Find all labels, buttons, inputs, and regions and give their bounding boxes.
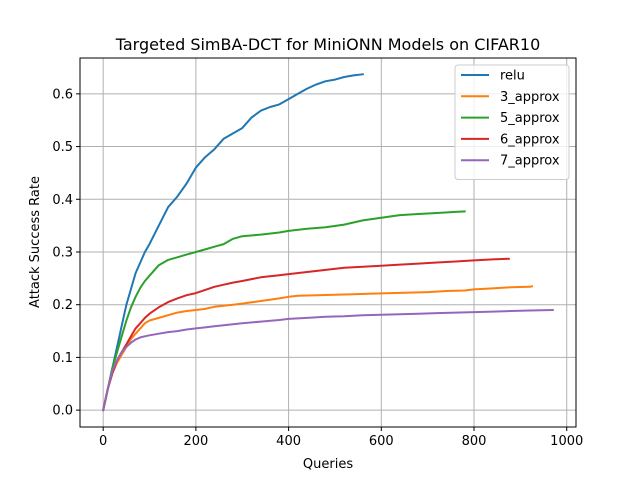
x-tick-label: 200 <box>183 434 208 449</box>
y-tick-label: 0.3 <box>52 245 73 260</box>
axis-ticks: 0 200 400 600 800 1000 0.0 0.1 0.2 0.3 0.4 0.5 0.6 <box>52 87 583 449</box>
x-tick-label: 0 <box>99 434 107 449</box>
y-axis-label: Attack Success Rate <box>28 176 43 308</box>
legend-label: 6_approx <box>500 132 560 147</box>
y-tick-label: 0.2 <box>52 298 73 313</box>
y-tick-label: 0.6 <box>52 87 73 102</box>
legend: relu 3_approx 5_approx 6_approx 7_approx <box>454 64 570 180</box>
x-tick-label: 600 <box>369 434 394 449</box>
legend-label: 7_approx <box>500 154 560 169</box>
y-tick-label: 0.1 <box>52 351 73 366</box>
legend-label: 5_approx <box>500 111 560 126</box>
y-tick-label: 0.0 <box>52 404 73 419</box>
series-group <box>102 73 554 412</box>
x-tick-label: 1000 <box>550 434 583 449</box>
series-line-6-approx <box>102 257 510 412</box>
chart-title: Targeted SimBA-DCT for MiniONN Models on… <box>115 35 541 54</box>
series-line-5-approx <box>102 210 466 412</box>
y-tick-label: 0.4 <box>52 193 73 208</box>
legend-box <box>454 64 570 180</box>
series-line-7-approx <box>102 308 554 412</box>
x-tick-label: 800 <box>462 434 487 449</box>
x-tick-label: 400 <box>276 434 301 449</box>
y-tick-label: 0.5 <box>52 140 73 155</box>
series-line-3-approx <box>102 285 534 412</box>
legend-label: 3_approx <box>500 90 560 105</box>
plot-frame <box>79 57 577 428</box>
series-line-relu <box>102 73 364 412</box>
x-axis-label: Queries <box>303 457 353 472</box>
legend-label: relu <box>500 69 525 84</box>
